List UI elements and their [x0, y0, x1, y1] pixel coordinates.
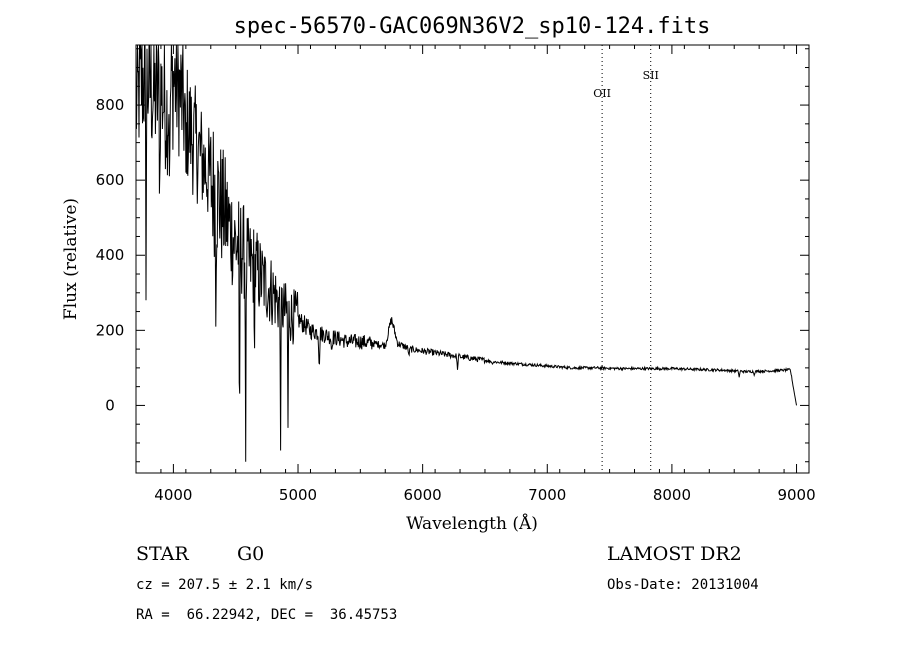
obs-date-text: Obs-Date: 20131004	[607, 577, 759, 593]
y-tick-label: 800	[96, 96, 125, 114]
y-tick-label: 0	[105, 396, 115, 414]
x-axis-label: Wavelength (Å)	[406, 513, 538, 534]
emission-line-markers: OII SII	[593, 45, 659, 473]
line-label-sii: SII	[643, 69, 659, 82]
x-tick-label: 9000	[777, 486, 815, 504]
x-tick-label: 6000	[404, 486, 442, 504]
survey-label: LAMOST DR2	[607, 543, 742, 565]
axis-ticks: 4000 5000 6000 7000 8000 9000 0 200 400 600 800	[96, 45, 816, 504]
y-tick-label: 200	[96, 321, 125, 339]
plot-frame	[135, 44, 810, 474]
x-tick-label: 7000	[528, 486, 566, 504]
redshift-text: cz = 207.5 ± 2.1 km/s	[136, 577, 313, 593]
y-axis-label: Flux (relative)	[61, 198, 81, 320]
y-tick-label: 400	[96, 246, 125, 264]
chart-title: spec-56570-GAC069N36V2_sp10-124.fits	[234, 14, 711, 39]
y-tick-label: 600	[96, 171, 125, 189]
coordinates-text: RA = 66.22942, DEC = 36.45753	[136, 607, 397, 623]
object-class: STAR	[136, 543, 189, 565]
line-label-oii: OII	[593, 87, 611, 100]
object-subclass: G0	[237, 543, 264, 565]
x-tick-label: 8000	[653, 486, 691, 504]
spectrum-series-line	[135, 44, 797, 462]
x-tick-label: 4000	[154, 486, 192, 504]
x-tick-label: 5000	[279, 486, 317, 504]
